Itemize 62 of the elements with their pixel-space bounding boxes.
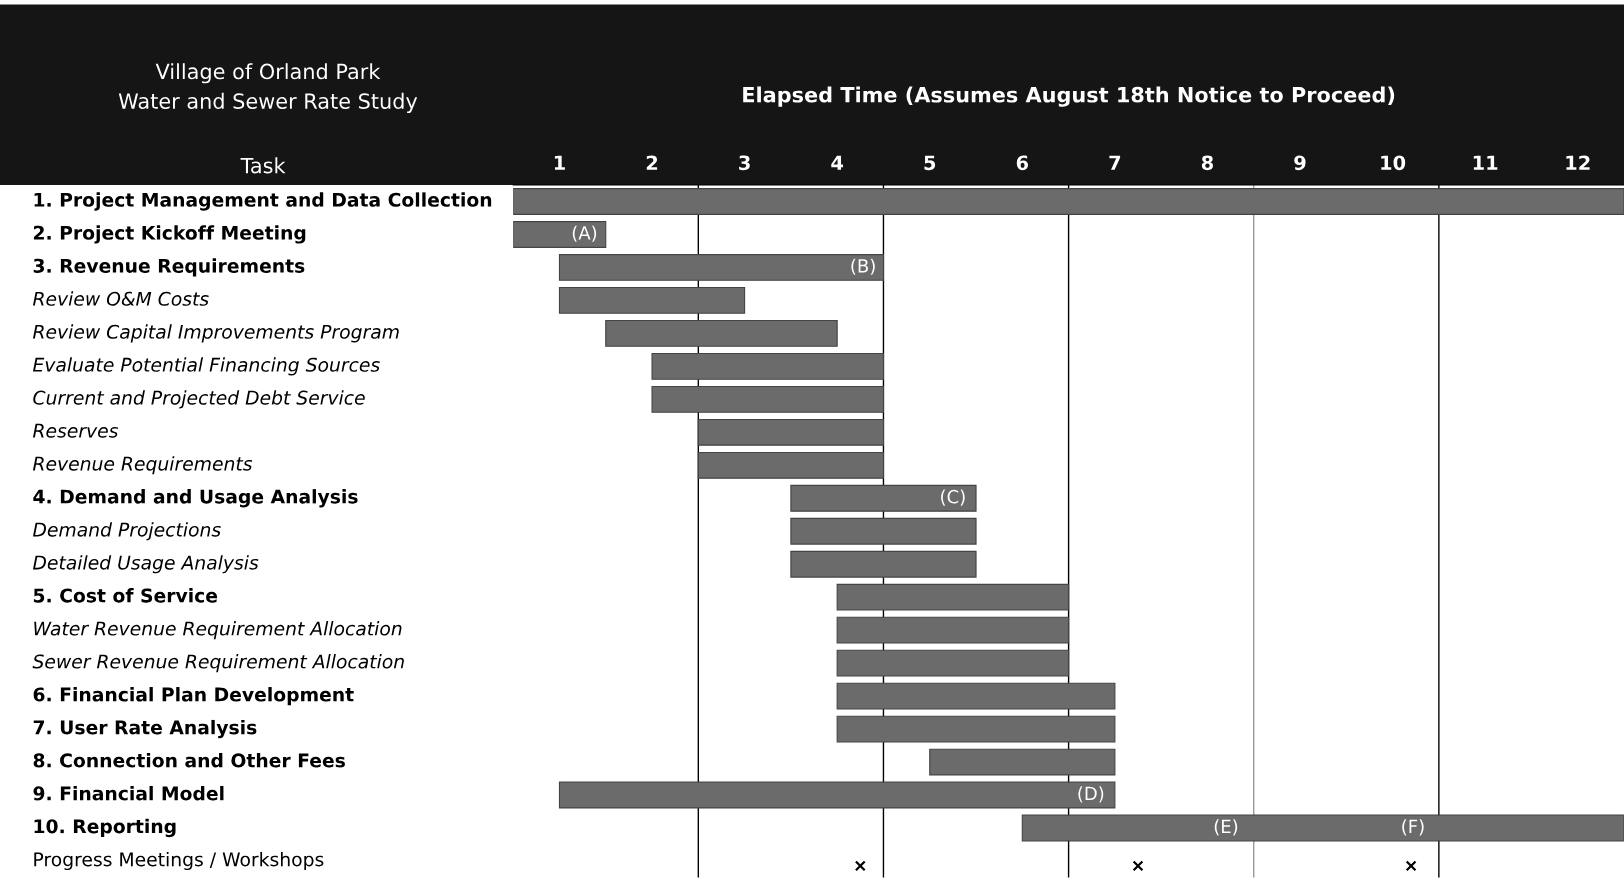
y-tick-label: 2. Project Kickoff Meeting bbox=[33, 225, 306, 244]
bar bbox=[558, 287, 746, 314]
y-tick-label: 1. Project Management and Data Collection bbox=[34, 192, 492, 211]
bar bbox=[836, 682, 1116, 710]
y-tick-label: 10. Reporting bbox=[34, 818, 176, 838]
bar bbox=[558, 254, 885, 281]
bar bbox=[558, 781, 1116, 809]
bar bbox=[651, 352, 885, 380]
y-tick-label: 7. User Rate Analysis bbox=[33, 719, 257, 739]
y-axis-title: Task bbox=[240, 157, 286, 174]
x-tick-label: 7 bbox=[1109, 155, 1121, 170]
annotation: (F) bbox=[1402, 819, 1424, 836]
bar bbox=[697, 451, 885, 479]
y-tick-label: Evaluate Potential Financing Sources bbox=[32, 357, 380, 376]
y-tick-label: Sewer Revenue Requirement Allocation bbox=[32, 654, 404, 673]
bar bbox=[836, 649, 1070, 677]
bar bbox=[513, 221, 607, 248]
y-tick-label: 6. Financial Plan Development bbox=[33, 687, 354, 706]
y-tick-label: 4. Demand and Usage Analysis bbox=[33, 489, 358, 508]
x-tick-label: 10 bbox=[1381, 155, 1406, 171]
annotation: (A) bbox=[572, 225, 597, 242]
bar bbox=[651, 385, 885, 413]
x-tick-label: 4 bbox=[831, 155, 844, 170]
x-tick-label: 12 bbox=[1566, 155, 1590, 170]
x-tick-label: 1 bbox=[554, 155, 565, 170]
y-tick-label: Revenue Requirements bbox=[32, 456, 253, 475]
bar bbox=[697, 418, 885, 446]
x-tick-label: 2 bbox=[646, 155, 658, 170]
annotation: (E) bbox=[1214, 819, 1238, 836]
x-tick-label: 8 bbox=[1201, 155, 1213, 171]
x-axis-title: Elapsed Time (Assumes August 18th Notice to Proceed) bbox=[743, 86, 1395, 107]
y-tick-label: 8. Connection and Other Fees bbox=[33, 752, 345, 768]
bar bbox=[836, 583, 1070, 611]
bar bbox=[929, 748, 1116, 776]
y-tick-label: Review O&M Costs bbox=[32, 291, 209, 306]
bar bbox=[790, 484, 977, 512]
bar bbox=[836, 715, 1116, 743]
bar bbox=[836, 616, 1070, 644]
bar bbox=[790, 517, 977, 545]
y-tick-label: 3. Revenue Requirements bbox=[33, 258, 305, 277]
y-tick-label: Current and Projected Debt Service bbox=[33, 390, 365, 409]
x-tick-label: 11 bbox=[1473, 155, 1498, 170]
y-tick-label: Reserves bbox=[32, 423, 119, 438]
x-tick-label: 6 bbox=[1016, 155, 1029, 171]
text: Village of Orland Park Water and Sewer Rate Study bbox=[118, 63, 418, 114]
x-tick-label: 5 bbox=[924, 155, 936, 171]
bar bbox=[605, 319, 838, 347]
annotation: (D) bbox=[1078, 786, 1104, 803]
y-tick-label: Water Revenue Requirement Allocation bbox=[34, 621, 402, 640]
y-tick-label: Demand Projections bbox=[32, 522, 221, 541]
x-tick-label: 9 bbox=[1294, 155, 1306, 171]
y-tick-label: 5. Cost of Service bbox=[33, 588, 218, 603]
annotation: (C) bbox=[941, 489, 965, 506]
x-tick-label: 3 bbox=[739, 155, 750, 171]
y-tick-label: 9. Financial Model bbox=[33, 785, 224, 801]
bar bbox=[513, 188, 1624, 215]
y-tick-label: Progress Meetings / Workshops bbox=[34, 851, 324, 871]
bar bbox=[790, 550, 977, 578]
bar bbox=[1021, 814, 1624, 842]
y-tick-label: Detailed Usage Analysis bbox=[32, 555, 259, 574]
annotation: (B) bbox=[851, 258, 875, 275]
y-tick-label: Review Capital Improvements Program bbox=[32, 324, 399, 343]
